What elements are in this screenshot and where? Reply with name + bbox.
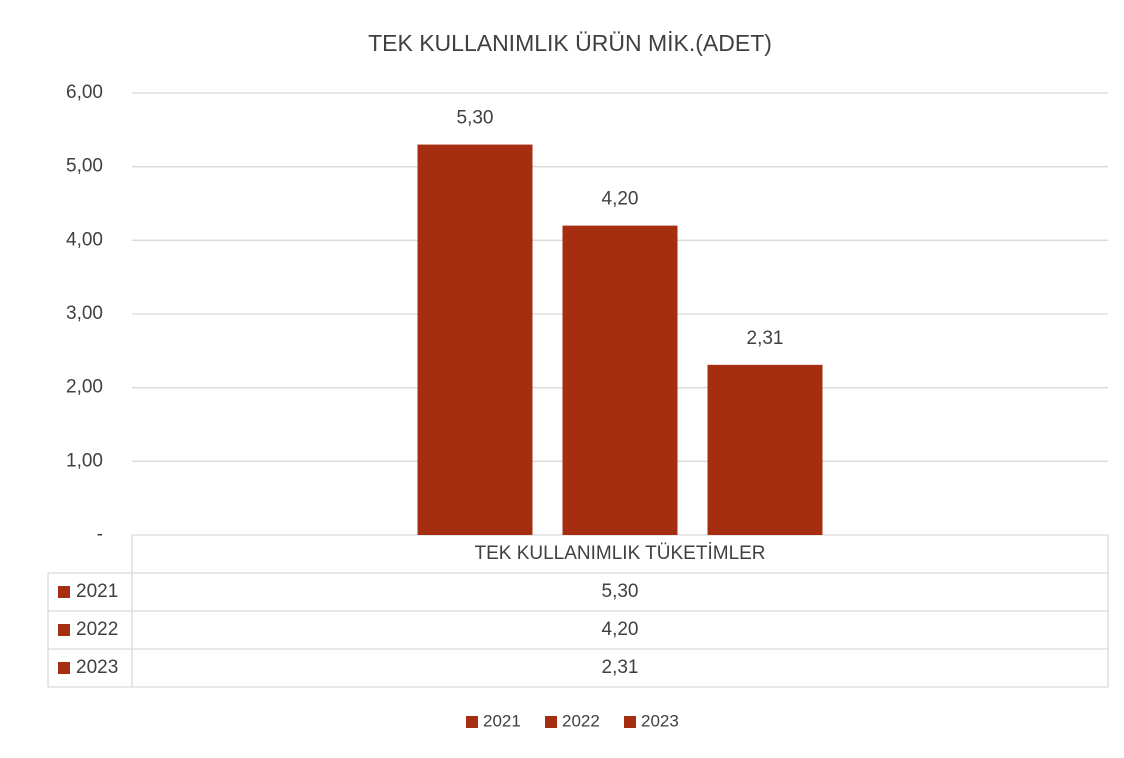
data-label: 4,20 (602, 189, 639, 210)
y-tick-label: 4,00 (66, 229, 103, 250)
table-row-label: 2021 (76, 581, 118, 602)
table-legend-key (58, 624, 70, 636)
y-tick-label: 5,00 (66, 156, 103, 177)
legend-label: 2023 (641, 711, 679, 730)
table-row-label: 2022 (76, 619, 118, 640)
table-legend-key (58, 662, 70, 674)
table-row-label: 2023 (76, 657, 118, 678)
chart-title: TEK KULLANIMLIK ÜRÜN MİK.(ADET) (368, 30, 772, 56)
table-header: TEK KULLANIMLIK TÜKETİMLER (474, 543, 765, 564)
y-tick-label: - (97, 524, 103, 545)
y-tick-label: 6,00 (66, 82, 103, 103)
table-cell: 5,30 (602, 581, 639, 602)
table-legend-key (58, 586, 70, 598)
data-label: 5,30 (457, 108, 494, 129)
legend-key (545, 716, 557, 728)
legend-key (624, 716, 636, 728)
legend-label: 2022 (562, 711, 600, 730)
y-tick-label: 1,00 (66, 450, 103, 471)
y-tick-label: 3,00 (66, 303, 103, 324)
data-label: 2,31 (747, 328, 784, 349)
bar (707, 364, 823, 535)
legend-key (466, 716, 478, 728)
legend-label: 2021 (483, 711, 521, 730)
table-cell: 4,20 (602, 619, 639, 640)
y-tick-label: 2,00 (66, 377, 103, 398)
table-cell: 2,31 (602, 657, 639, 678)
bar (562, 225, 678, 535)
bar (417, 144, 533, 536)
